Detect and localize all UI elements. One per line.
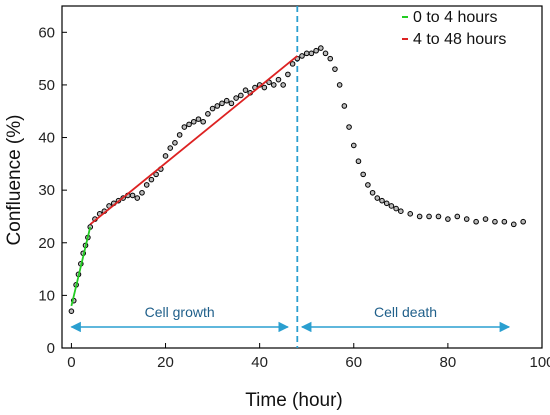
data-point [388,203,395,209]
data-point [270,82,277,88]
data-point [261,84,268,91]
data-point [482,216,489,222]
y-tick-label: 40 [38,130,55,147]
data-point [143,182,150,188]
data-point [445,216,451,222]
legend-label-0-4: 0 to 4 hours [413,9,498,26]
data-point [289,61,296,67]
data-point [209,105,216,112]
x-tick-label: 0 [67,354,75,371]
y-tick-label: 60 [38,24,55,41]
data-point [228,100,235,107]
data-point [492,218,498,225]
data-points [68,45,526,314]
data-point [233,95,239,101]
y-tick-label: 20 [38,235,55,252]
data-point [426,213,432,220]
data-point [139,189,145,196]
data-point [398,208,404,214]
data-point [153,171,159,178]
data-point [285,71,291,78]
x-axis-ticks: 0 20 40 60 80 100 [67,343,550,371]
legend: 0 to 4 hours 4 to 48 hours [402,9,506,48]
x-tick-label: 20 [157,354,174,371]
data-point [167,145,174,151]
data-point [68,308,75,314]
data-point [355,158,362,165]
annotations: Cell growth Cell death [70,6,511,348]
data-point [360,171,366,178]
data-point [383,200,390,207]
data-point [223,97,230,104]
y-tick-label: 10 [38,287,55,304]
data-point [303,50,310,57]
data-point [327,55,334,62]
data-point [341,103,348,109]
fit-lines [70,55,298,307]
data-point [407,211,414,217]
data-point [520,218,526,225]
data-point [318,45,324,51]
data-point [332,66,338,72]
data-point [134,195,141,201]
data-point [162,153,169,159]
data-point [148,176,155,183]
x-tick-label: 40 [251,354,268,371]
data-point [129,192,136,199]
y-tick-label: 30 [38,182,55,199]
data-point [473,218,479,225]
data-point [219,100,225,107]
data-point [336,82,343,88]
data-point [501,218,508,225]
data-point [299,53,305,59]
data-point [416,213,423,220]
y-axis-title: Confluence (%) [4,115,25,246]
data-point [186,121,192,128]
data-point [435,213,442,220]
data-point [369,189,376,196]
data-point [238,92,244,99]
plot-frame [61,5,543,349]
data-point [379,197,385,204]
data-point [374,195,381,201]
data-point [346,124,352,130]
y-tick-label: 50 [38,77,55,94]
fit-line [70,226,92,307]
x-tick-label: 80 [440,354,457,371]
data-point [280,82,286,88]
data-point [275,76,282,83]
data-point [195,116,202,122]
data-point [313,47,319,54]
data-point [350,142,357,149]
x-tick-label: 60 [345,354,362,371]
data-point [322,50,329,57]
legend-label-4-48: 4 to 48 hours [413,31,506,48]
data-point [181,124,188,130]
phase-label: Cell death [374,304,437,320]
data-point [200,118,206,125]
data-point [393,205,399,212]
data-point [172,140,178,146]
phase-label: Cell growth [145,304,215,320]
x-axis-title: Time (hour) [245,390,342,411]
data-point [176,132,183,138]
data-point [308,50,315,57]
y-axis-ticks: 0 10 20 30 40 50 60 [38,24,67,357]
data-point [214,103,221,109]
y-tick-label: 0 [47,340,55,357]
data-point [242,87,249,93]
fit-line [89,55,298,226]
x-tick-label: 100 [529,354,550,371]
data-point [205,111,211,117]
data-point [190,118,197,125]
data-point [365,182,371,188]
data-point [510,221,517,228]
data-point [463,216,470,222]
data-point [454,213,461,220]
